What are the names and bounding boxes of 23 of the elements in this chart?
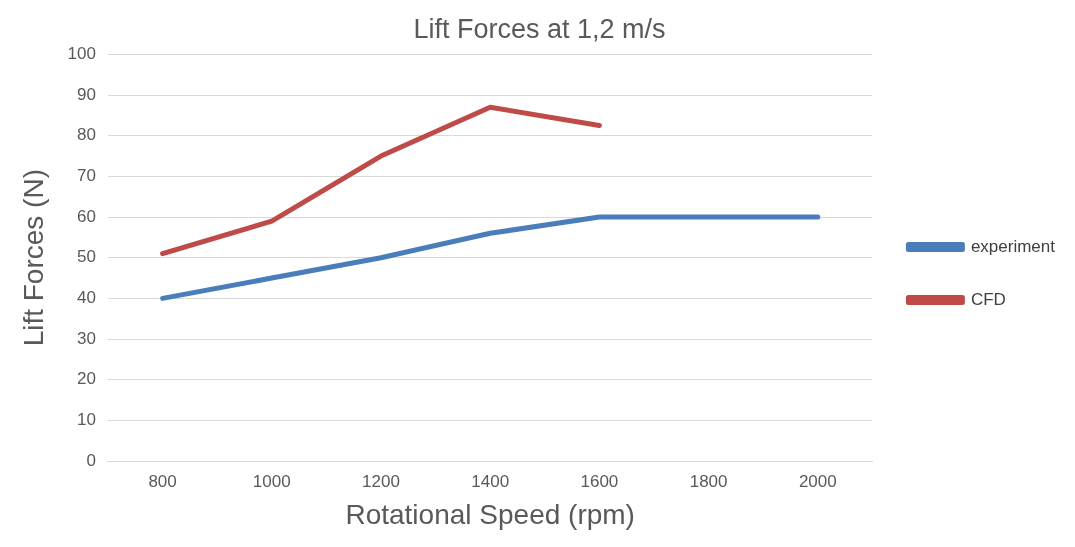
y-tick-label: 50 (77, 247, 96, 267)
x-tick-label: 1800 (689, 471, 728, 491)
y-tick-label: 30 (77, 328, 96, 348)
y-axis-title: Lift Forces (N) (17, 169, 49, 347)
legend-label: CFD (970, 289, 1006, 309)
y-tick-label: 20 (77, 369, 96, 389)
y-tick-label: 40 (77, 288, 96, 308)
legend-label: experiment (970, 236, 1056, 256)
x-tick-label: 1600 (580, 471, 619, 491)
x-tick-label: 1400 (471, 471, 510, 491)
x-axis-title: Rotational Speed (rpm) (345, 498, 635, 530)
y-tick-label: 100 (67, 44, 96, 64)
y-tick-label: 60 (77, 206, 96, 226)
x-tick-label: 2000 (798, 471, 837, 491)
y-tick-label: 10 (77, 410, 96, 430)
x-tick-label: 1000 (252, 471, 291, 491)
y-tick-label: 90 (77, 84, 96, 104)
x-tick-label: 1200 (362, 471, 400, 491)
y-tick-label: 80 (77, 125, 96, 145)
x-tick-label: 800 (148, 471, 177, 491)
y-tick-label: 70 (77, 166, 96, 186)
y-tick-label: 0 (86, 450, 96, 470)
chart-title: Lift Forces at 1,2 m/s (413, 13, 666, 44)
